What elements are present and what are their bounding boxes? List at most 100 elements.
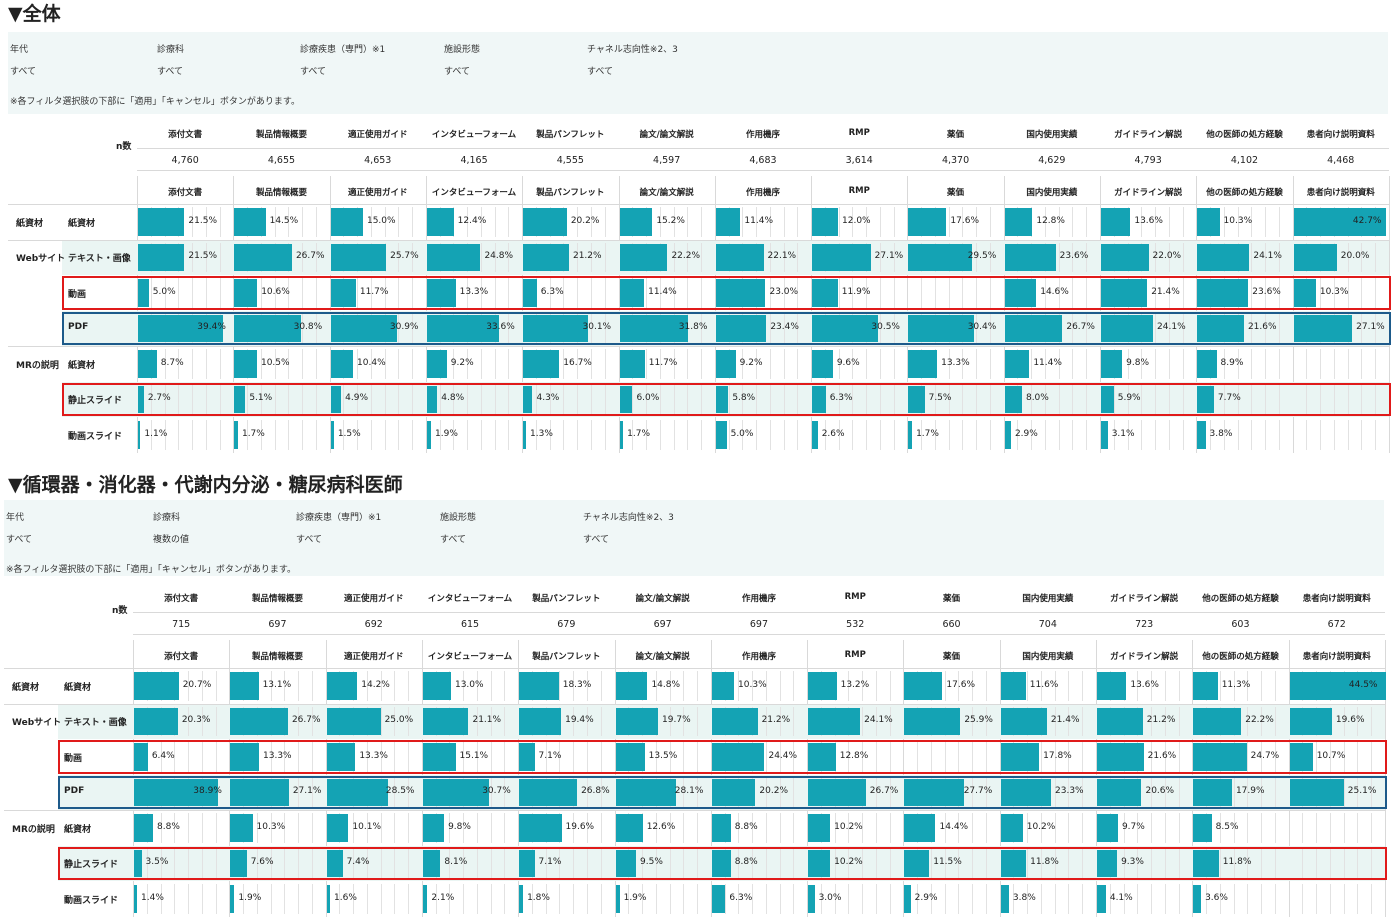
- data-bar[interactable]: [326, 743, 356, 771]
- data-bar[interactable]: [230, 672, 259, 700]
- data-bar[interactable]: [904, 814, 936, 842]
- data-bar[interactable]: [1293, 208, 1386, 236]
- data-bar[interactable]: [619, 350, 645, 378]
- data-bar[interactable]: [330, 243, 387, 271]
- filter-value[interactable]: すべて: [10, 67, 37, 77]
- filter-value[interactable]: 複数の値: [153, 535, 190, 545]
- data-bar[interactable]: [138, 279, 149, 307]
- data-bar[interactable]: [715, 385, 729, 413]
- data-bar[interactable]: [234, 243, 292, 271]
- data-bar[interactable]: [326, 849, 343, 877]
- data-bar[interactable]: [1293, 314, 1353, 342]
- data-bar[interactable]: [908, 350, 938, 378]
- data-bar[interactable]: [1193, 778, 1232, 806]
- data-bar[interactable]: [1097, 814, 1118, 842]
- data-bar[interactable]: [711, 814, 731, 842]
- data-bar[interactable]: [615, 672, 648, 700]
- filter-value[interactable]: すべて: [444, 67, 471, 77]
- data-bar[interactable]: [134, 672, 179, 700]
- data-bar[interactable]: [808, 707, 861, 735]
- data-bar[interactable]: [519, 743, 535, 771]
- data-bar[interactable]: [1193, 849, 1219, 877]
- data-bar[interactable]: [138, 421, 141, 449]
- data-bar[interactable]: [1101, 279, 1148, 307]
- data-bar[interactable]: [1289, 778, 1344, 806]
- data-bar[interactable]: [1000, 849, 1027, 877]
- data-bar[interactable]: [1197, 314, 1244, 342]
- filter-value[interactable]: すべて: [6, 535, 33, 545]
- data-bar[interactable]: [615, 849, 637, 877]
- data-bar[interactable]: [1289, 743, 1313, 771]
- filter-value[interactable]: すべて: [440, 535, 467, 545]
- data-bar[interactable]: [422, 849, 441, 877]
- data-bar[interactable]: [1193, 885, 1202, 913]
- data-bar[interactable]: [715, 350, 736, 378]
- data-bar[interactable]: [426, 421, 431, 449]
- data-bar[interactable]: [134, 778, 218, 806]
- data-bar[interactable]: [904, 707, 961, 735]
- data-bar[interactable]: [904, 778, 965, 806]
- data-bar[interactable]: [812, 208, 838, 236]
- data-bar[interactable]: [1004, 208, 1033, 236]
- data-bar[interactable]: [138, 385, 144, 413]
- data-bar[interactable]: [812, 350, 833, 378]
- data-bar[interactable]: [234, 350, 257, 378]
- data-bar[interactable]: [812, 421, 818, 449]
- data-bar[interactable]: [1097, 778, 1142, 806]
- data-bar[interactable]: [908, 421, 913, 449]
- data-bar[interactable]: [812, 314, 878, 342]
- data-bar[interactable]: [1101, 314, 1154, 342]
- data-bar[interactable]: [908, 243, 973, 271]
- data-bar[interactable]: [619, 279, 645, 307]
- data-bar[interactable]: [1197, 350, 1217, 378]
- data-bar[interactable]: [615, 885, 620, 913]
- data-bar[interactable]: [426, 314, 500, 342]
- data-bar[interactable]: [1101, 208, 1131, 236]
- data-bar[interactable]: [615, 814, 643, 842]
- data-bar[interactable]: [326, 885, 331, 913]
- data-bar[interactable]: [1000, 814, 1023, 842]
- data-bar[interactable]: [812, 385, 826, 413]
- data-bar[interactable]: [523, 243, 569, 271]
- data-bar[interactable]: [426, 208, 454, 236]
- data-bar[interactable]: [904, 672, 943, 700]
- data-bar[interactable]: [904, 849, 930, 877]
- data-bar[interactable]: [330, 279, 356, 307]
- data-bar[interactable]: [1004, 421, 1011, 449]
- data-bar[interactable]: [523, 350, 560, 378]
- data-bar[interactable]: [1004, 385, 1022, 413]
- data-bar[interactable]: [326, 707, 381, 735]
- data-bar[interactable]: [1197, 385, 1214, 413]
- data-bar[interactable]: [330, 385, 342, 413]
- data-bar[interactable]: [1097, 707, 1143, 735]
- data-bar[interactable]: [619, 385, 633, 413]
- data-bar[interactable]: [422, 814, 445, 842]
- data-bar[interactable]: [715, 208, 741, 236]
- data-bar[interactable]: [134, 885, 138, 913]
- data-bar[interactable]: [1097, 743, 1144, 771]
- data-bar[interactable]: [619, 243, 668, 271]
- data-bar[interactable]: [330, 314, 398, 342]
- data-bar[interactable]: [808, 743, 836, 771]
- data-bar[interactable]: [426, 279, 456, 307]
- data-bar[interactable]: [134, 814, 153, 842]
- data-bar[interactable]: [138, 208, 185, 236]
- data-bar[interactable]: [326, 778, 389, 806]
- data-bar[interactable]: [1197, 208, 1220, 236]
- data-bar[interactable]: [1197, 421, 1206, 449]
- data-bar[interactable]: [908, 314, 975, 342]
- data-bar[interactable]: [1293, 243, 1337, 271]
- data-bar[interactable]: [230, 743, 260, 771]
- data-bar[interactable]: [1000, 707, 1047, 735]
- data-bar[interactable]: [519, 707, 562, 735]
- data-bar[interactable]: [619, 314, 689, 342]
- data-bar[interactable]: [715, 314, 767, 342]
- data-bar[interactable]: [426, 350, 447, 378]
- data-bar[interactable]: [138, 243, 185, 271]
- data-bar[interactable]: [711, 743, 765, 771]
- data-bar[interactable]: [808, 814, 831, 842]
- data-bar[interactable]: [230, 814, 253, 842]
- data-bar[interactable]: [234, 421, 238, 449]
- data-bar[interactable]: [422, 672, 451, 700]
- data-bar[interactable]: [1004, 243, 1056, 271]
